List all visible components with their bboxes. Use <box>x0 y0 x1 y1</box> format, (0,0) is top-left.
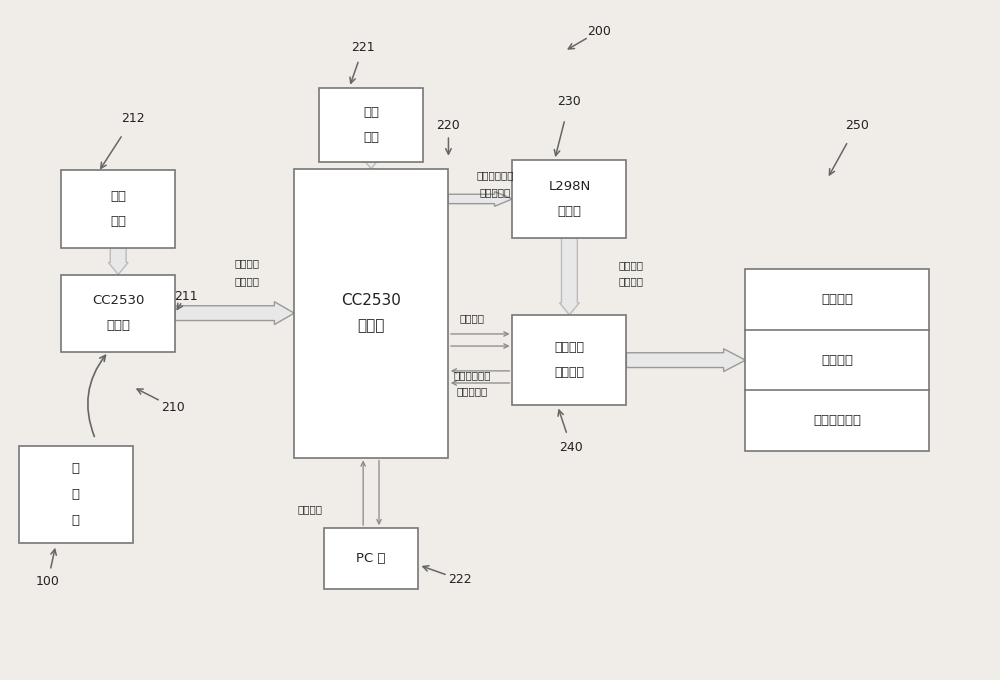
Text: 光强调节电机: 光强调节电机 <box>813 414 861 427</box>
Text: 补偿电机: 补偿电机 <box>821 354 853 367</box>
FancyBboxPatch shape <box>512 160 626 237</box>
Text: 电源: 电源 <box>110 190 126 203</box>
FancyBboxPatch shape <box>61 275 175 352</box>
FancyBboxPatch shape <box>745 269 929 451</box>
Text: 电源: 电源 <box>363 106 379 119</box>
Text: 211: 211 <box>174 290 197 303</box>
Text: 遥: 遥 <box>72 462 80 475</box>
Text: 限位与保: 限位与保 <box>554 341 584 354</box>
Polygon shape <box>108 248 128 275</box>
Text: 230: 230 <box>558 95 581 108</box>
Text: 器: 器 <box>72 513 80 526</box>
Text: 模块: 模块 <box>110 216 126 228</box>
FancyBboxPatch shape <box>324 528 418 588</box>
Text: CC2530: CC2530 <box>92 294 144 307</box>
Text: 模块: 模块 <box>363 131 379 144</box>
Text: 电机信号: 电机信号 <box>618 276 643 286</box>
Text: 210: 210 <box>161 401 185 413</box>
Text: 遥控板: 遥控板 <box>106 320 130 333</box>
Polygon shape <box>175 302 294 324</box>
Text: 250: 250 <box>845 118 869 131</box>
Text: 提供电源: 提供电源 <box>460 313 485 323</box>
Text: 212: 212 <box>121 112 145 125</box>
Text: 控制板: 控制板 <box>357 318 385 333</box>
Polygon shape <box>560 237 579 315</box>
Text: L298N: L298N <box>548 180 591 192</box>
Text: 提供电源和驱: 提供电源和驱 <box>476 171 514 180</box>
Text: 驱动板: 驱动板 <box>557 205 581 218</box>
Text: 222: 222 <box>449 573 472 586</box>
Text: 200: 200 <box>587 24 611 37</box>
Text: 220: 220 <box>437 118 460 131</box>
Text: 240: 240 <box>560 441 583 454</box>
Polygon shape <box>448 192 512 206</box>
Text: 传输信息: 传输信息 <box>235 276 260 286</box>
Polygon shape <box>626 349 745 371</box>
FancyBboxPatch shape <box>512 315 626 405</box>
Text: 提供驱动: 提供驱动 <box>618 260 643 270</box>
Text: 100: 100 <box>36 575 60 588</box>
Text: 串口通信: 串口通信 <box>297 505 322 514</box>
Text: 位状态信号: 位状态信号 <box>457 386 488 396</box>
Text: 控: 控 <box>72 488 80 501</box>
Text: CC2530: CC2530 <box>341 293 401 308</box>
FancyBboxPatch shape <box>19 446 133 543</box>
Text: 护电路板: 护电路板 <box>554 367 584 379</box>
Text: 变倍电机: 变倍电机 <box>821 293 853 306</box>
Text: PC 机: PC 机 <box>356 551 386 565</box>
Text: 通信协议: 通信协议 <box>235 258 260 268</box>
FancyBboxPatch shape <box>319 88 423 162</box>
FancyBboxPatch shape <box>294 169 448 458</box>
FancyBboxPatch shape <box>61 171 175 248</box>
Text: 动电机信号: 动电机信号 <box>479 187 511 197</box>
Polygon shape <box>361 156 381 169</box>
Text: 221: 221 <box>351 41 375 54</box>
Text: 获取电机极限: 获取电机极限 <box>453 370 491 380</box>
